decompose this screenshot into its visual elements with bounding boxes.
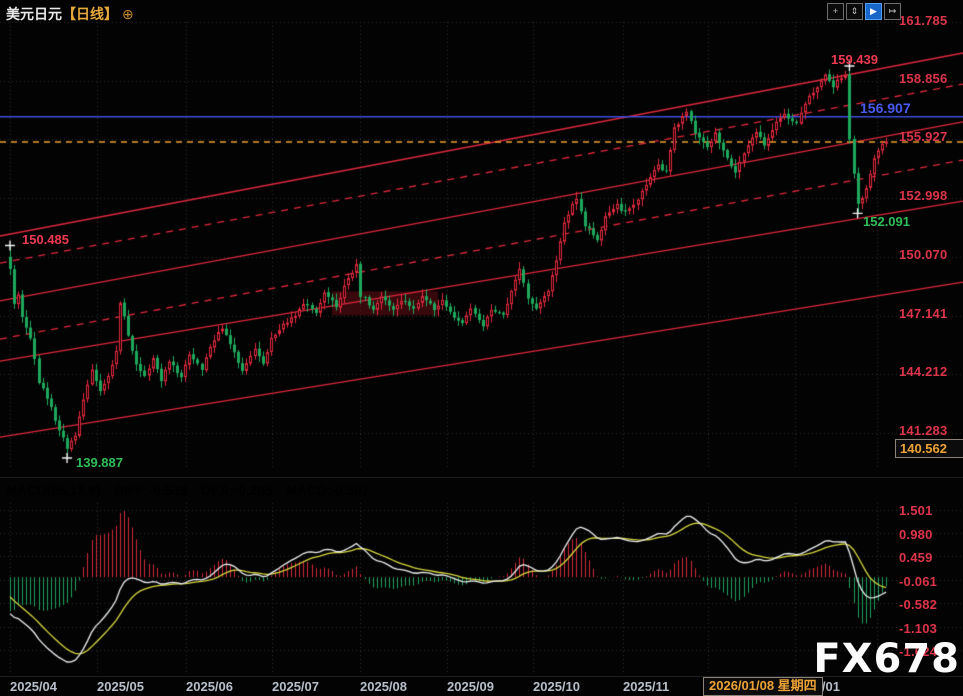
bottom-price-box: 140.562 <box>895 439 963 458</box>
month-label: 2025/08 <box>360 679 407 694</box>
axis-scale-icon[interactable]: ⇕ <box>846 3 863 20</box>
chart-header: 美元日元【日线】⊕ <box>6 4 134 24</box>
price-tick: 141.283 <box>899 423 947 438</box>
chart-toolbar: + ⇕ ▶ ↦ <box>827 3 901 20</box>
month-label: 2025/05 <box>97 679 144 694</box>
month-label: 2025/06 <box>186 679 233 694</box>
month-label: 2025/10 <box>533 679 580 694</box>
macd-tick: -0.582 <box>899 597 937 612</box>
symbol-title: 美元日元 <box>6 6 62 22</box>
pane-separator <box>0 477 963 478</box>
month-label: 2025/09 <box>447 679 494 694</box>
swing-low-label: 152.091 <box>863 214 910 229</box>
price-tick: 144.212 <box>899 364 947 379</box>
macd-header: MACD(26,12,9) DIFF:-0.539 DEA:-0.285 MAC… <box>6 483 379 498</box>
macd-tick: -0.061 <box>899 574 937 589</box>
fx678-watermark: FX678 <box>813 636 960 682</box>
price-tick: 152.998 <box>899 188 947 203</box>
auto-scroll-icon[interactable]: ▶ <box>865 3 882 20</box>
swing-low-label: 139.887 <box>76 455 123 470</box>
month-label: 2025/04 <box>10 679 57 694</box>
main-chart-canvas[interactable] <box>0 0 963 696</box>
add-indicator-icon[interactable]: ⊕ <box>122 6 134 22</box>
chart-app: 美元日元【日线】⊕ + ⇕ ▶ ↦ 161.785 158.856 155.92… <box>0 0 963 696</box>
macd-diff-value: DIFF:-0.539 <box>114 483 187 498</box>
timeframe-label: 【日线】 <box>62 6 118 22</box>
blue-level-label: 156.907 <box>860 100 911 116</box>
price-tick: 161.785 <box>899 13 947 28</box>
swing-high-label: 159.439 <box>831 52 878 67</box>
last-bar-date-box: 2026/01/08 星期四 <box>703 677 823 696</box>
price-tick: 158.856 <box>899 71 947 86</box>
month-label: 2025/07 <box>272 679 319 694</box>
macd-tick: -1.103 <box>899 621 937 636</box>
swing-high-label: 150.485 <box>22 232 69 247</box>
month-label: 2025/11 <box>623 679 669 694</box>
macd-tick: 1.501 <box>899 503 933 518</box>
price-tick: 155.927 <box>899 129 947 144</box>
macd-tick: 0.980 <box>899 527 933 542</box>
macd-tick: 0.459 <box>899 550 933 565</box>
macd-dea-value: DEA:-0.285 <box>201 483 272 498</box>
goto-latest-icon[interactable]: ↦ <box>884 3 901 20</box>
pan-icon[interactable]: + <box>827 3 844 20</box>
price-tick: 147.141 <box>899 306 947 321</box>
macd-params: MACD(26,12,9) <box>6 483 101 498</box>
macd-macd-value: MACD:-0.507 <box>286 483 369 498</box>
price-tick: 150.070 <box>899 247 947 262</box>
